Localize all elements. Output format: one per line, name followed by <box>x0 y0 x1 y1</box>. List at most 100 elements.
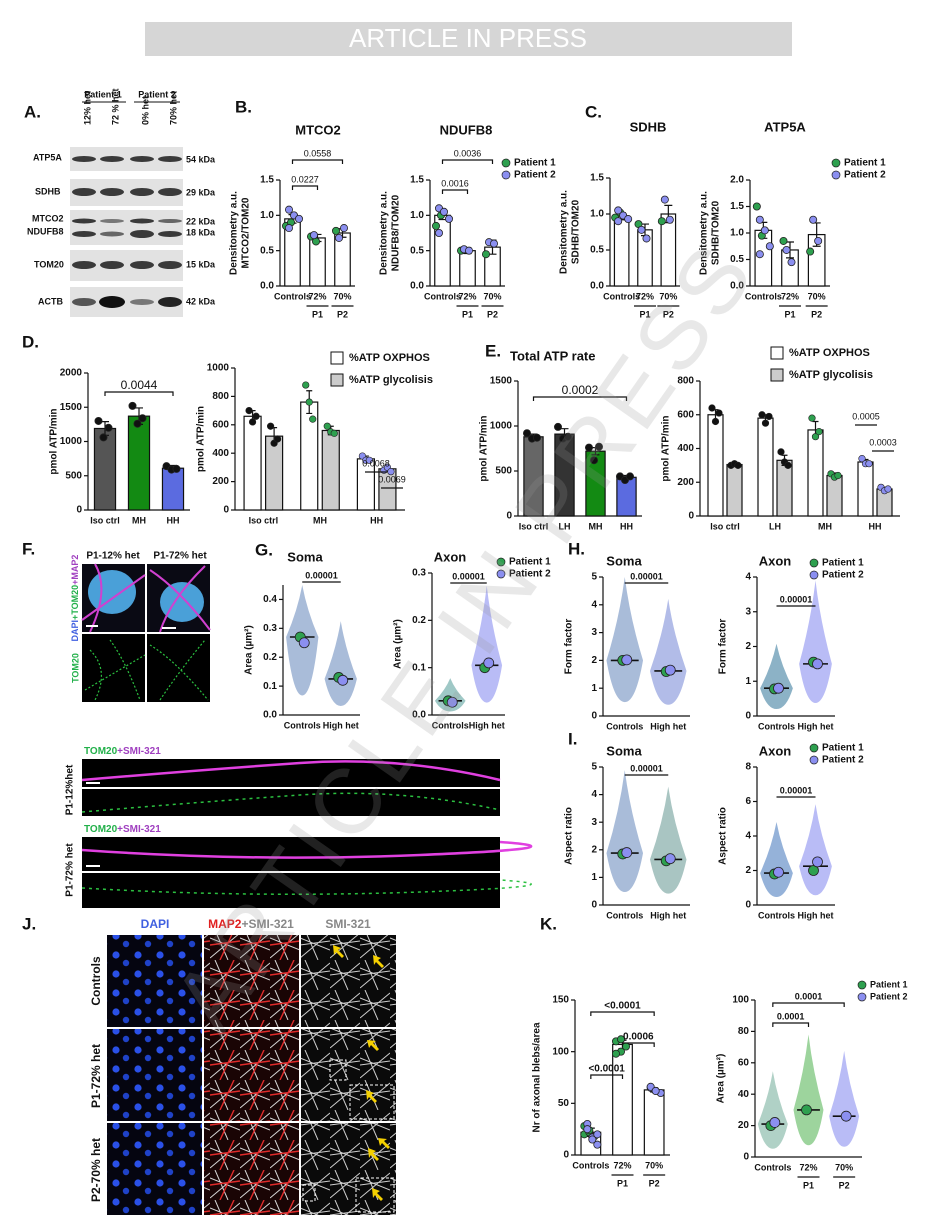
data-point <box>365 456 374 464</box>
data-point <box>585 443 594 452</box>
legend-swatch <box>330 373 344 387</box>
x-tick-label: Controls <box>606 721 643 731</box>
band <box>130 188 154 196</box>
y-tick-label: 0.5 <box>730 254 744 265</box>
p-value: 0.0003 <box>869 437 897 447</box>
y-tick-label: 0.0 <box>590 281 604 292</box>
panel-label: D. <box>22 332 39 351</box>
data-point <box>858 455 866 463</box>
chart: 0.0 0.5 1.0 1.5 SDHB Densitometry a.u. SDHB/TO… <box>559 119 680 319</box>
bar <box>707 414 724 517</box>
y-tick-label: 0 <box>563 1150 569 1161</box>
y-tick-label: 0.1 <box>412 662 426 673</box>
x-tick-label: 70% <box>835 1162 853 1172</box>
y-tick-label: 4 <box>591 789 597 800</box>
data-point <box>787 258 796 267</box>
chart: 0 200 400 600 800 pmol ATP/min Iso ctrl LH MH HH 0… <box>661 346 900 531</box>
x-tick-label: MH <box>818 521 832 531</box>
band <box>158 156 182 162</box>
legend-label: Patient 2 <box>509 569 551 580</box>
legend-label: %ATP OXPHOS <box>349 352 430 364</box>
data-point <box>715 409 723 417</box>
y-tick-label: 4 <box>745 831 751 842</box>
image <box>301 1123 396 1215</box>
x-group-label: P1 <box>462 309 473 319</box>
data-point <box>483 657 495 669</box>
chart: 0.0 0.1 0.2 0.3 0.4 Soma Area (µm²) Controls Hig… <box>244 549 360 730</box>
legend-label: Patient 2 <box>870 991 908 1001</box>
bar <box>321 429 340 511</box>
p-value: 0.00001 <box>452 571 485 581</box>
bar <box>613 215 630 287</box>
microscopy-f: P1-12% het P1-72% het DAPI+TOM20+MAP2 TO… <box>65 551 533 908</box>
data-point <box>337 674 349 686</box>
panel-label: C. <box>585 102 602 121</box>
y-tick-label: 2000 <box>60 368 83 379</box>
y-tick-label: 0 <box>688 511 694 522</box>
band <box>100 219 124 223</box>
p-value: 0.0558 <box>304 148 332 158</box>
data-point <box>133 419 142 428</box>
x-tick-label: Iso ctrl <box>710 521 740 531</box>
panel-label: B. <box>235 97 252 116</box>
y-tick-label: 0.5 <box>260 245 274 256</box>
data-point <box>806 247 815 256</box>
band <box>130 230 154 238</box>
x-tick-label: Controls <box>758 721 795 731</box>
legend-marker <box>809 558 819 568</box>
protein-label: MTCO2 <box>32 213 64 223</box>
x-group-label: P2 <box>839 1180 850 1190</box>
image <box>204 1029 299 1121</box>
y-tick-label: 0.2 <box>412 615 426 626</box>
inset-box <box>355 1177 395 1213</box>
legend-marker <box>501 158 511 168</box>
swarm-cloud <box>649 598 687 705</box>
data-point <box>305 398 313 406</box>
data-point <box>664 664 676 676</box>
band <box>130 299 154 305</box>
data-point <box>624 215 633 224</box>
chart: 0 500 1000 1500 Total ATP rate pmol ATP/min Is… <box>479 348 642 531</box>
x-tick-label: Controls <box>432 720 469 730</box>
y-tick-label: 500 <box>65 470 82 481</box>
y-tick-label: 0.0 <box>412 710 426 721</box>
y-tick-label: 1.5 <box>590 173 604 184</box>
y-tick-label: 0.1 <box>263 681 277 692</box>
row-label: P1-72% het <box>65 843 76 897</box>
data-point <box>812 856 823 868</box>
p-value: 0.00001 <box>780 594 813 604</box>
chart-title: Axon <box>434 549 467 564</box>
y-tick-label: 1.5 <box>410 175 424 186</box>
p-value: 0.0016 <box>441 178 469 188</box>
y-axis-label: Densitometry a.u. <box>229 191 240 275</box>
y-axis-label: Nr of axonal blebs/area <box>532 1022 543 1132</box>
data-point <box>554 422 563 431</box>
row-label: Controls <box>89 956 103 1006</box>
y-tick-label: 2 <box>745 641 751 652</box>
arrow <box>368 1148 379 1161</box>
y-tick-label: 800 <box>212 391 229 402</box>
chart-title: Axon <box>759 553 792 568</box>
stain: DAPI <box>70 620 80 642</box>
data-point <box>431 221 440 230</box>
data-point <box>651 1086 660 1095</box>
y-tick-label: 2 <box>591 655 597 666</box>
stain-label: TOM20+SMI-321 <box>84 824 161 835</box>
band <box>72 188 96 196</box>
y-tick-label: 0 <box>506 511 512 522</box>
x-tick-label: Controls <box>603 291 640 301</box>
y-tick-label: 0 <box>745 711 751 722</box>
data-point <box>765 242 774 251</box>
bar <box>243 415 262 511</box>
x-tick-label: Controls <box>745 291 782 301</box>
x-tick-label: Controls <box>274 291 311 301</box>
x-group-label: P2 <box>337 309 348 319</box>
x-tick-label: 70% <box>808 291 826 301</box>
p-value: 0.0044 <box>121 378 158 392</box>
data-point <box>323 422 331 430</box>
x-group-label: P2 <box>811 309 822 319</box>
column-label: P1-12% het <box>86 551 140 562</box>
legend-swatch <box>330 351 344 365</box>
image <box>82 873 500 908</box>
y-axis-label: pmol ATP/min <box>196 406 207 472</box>
